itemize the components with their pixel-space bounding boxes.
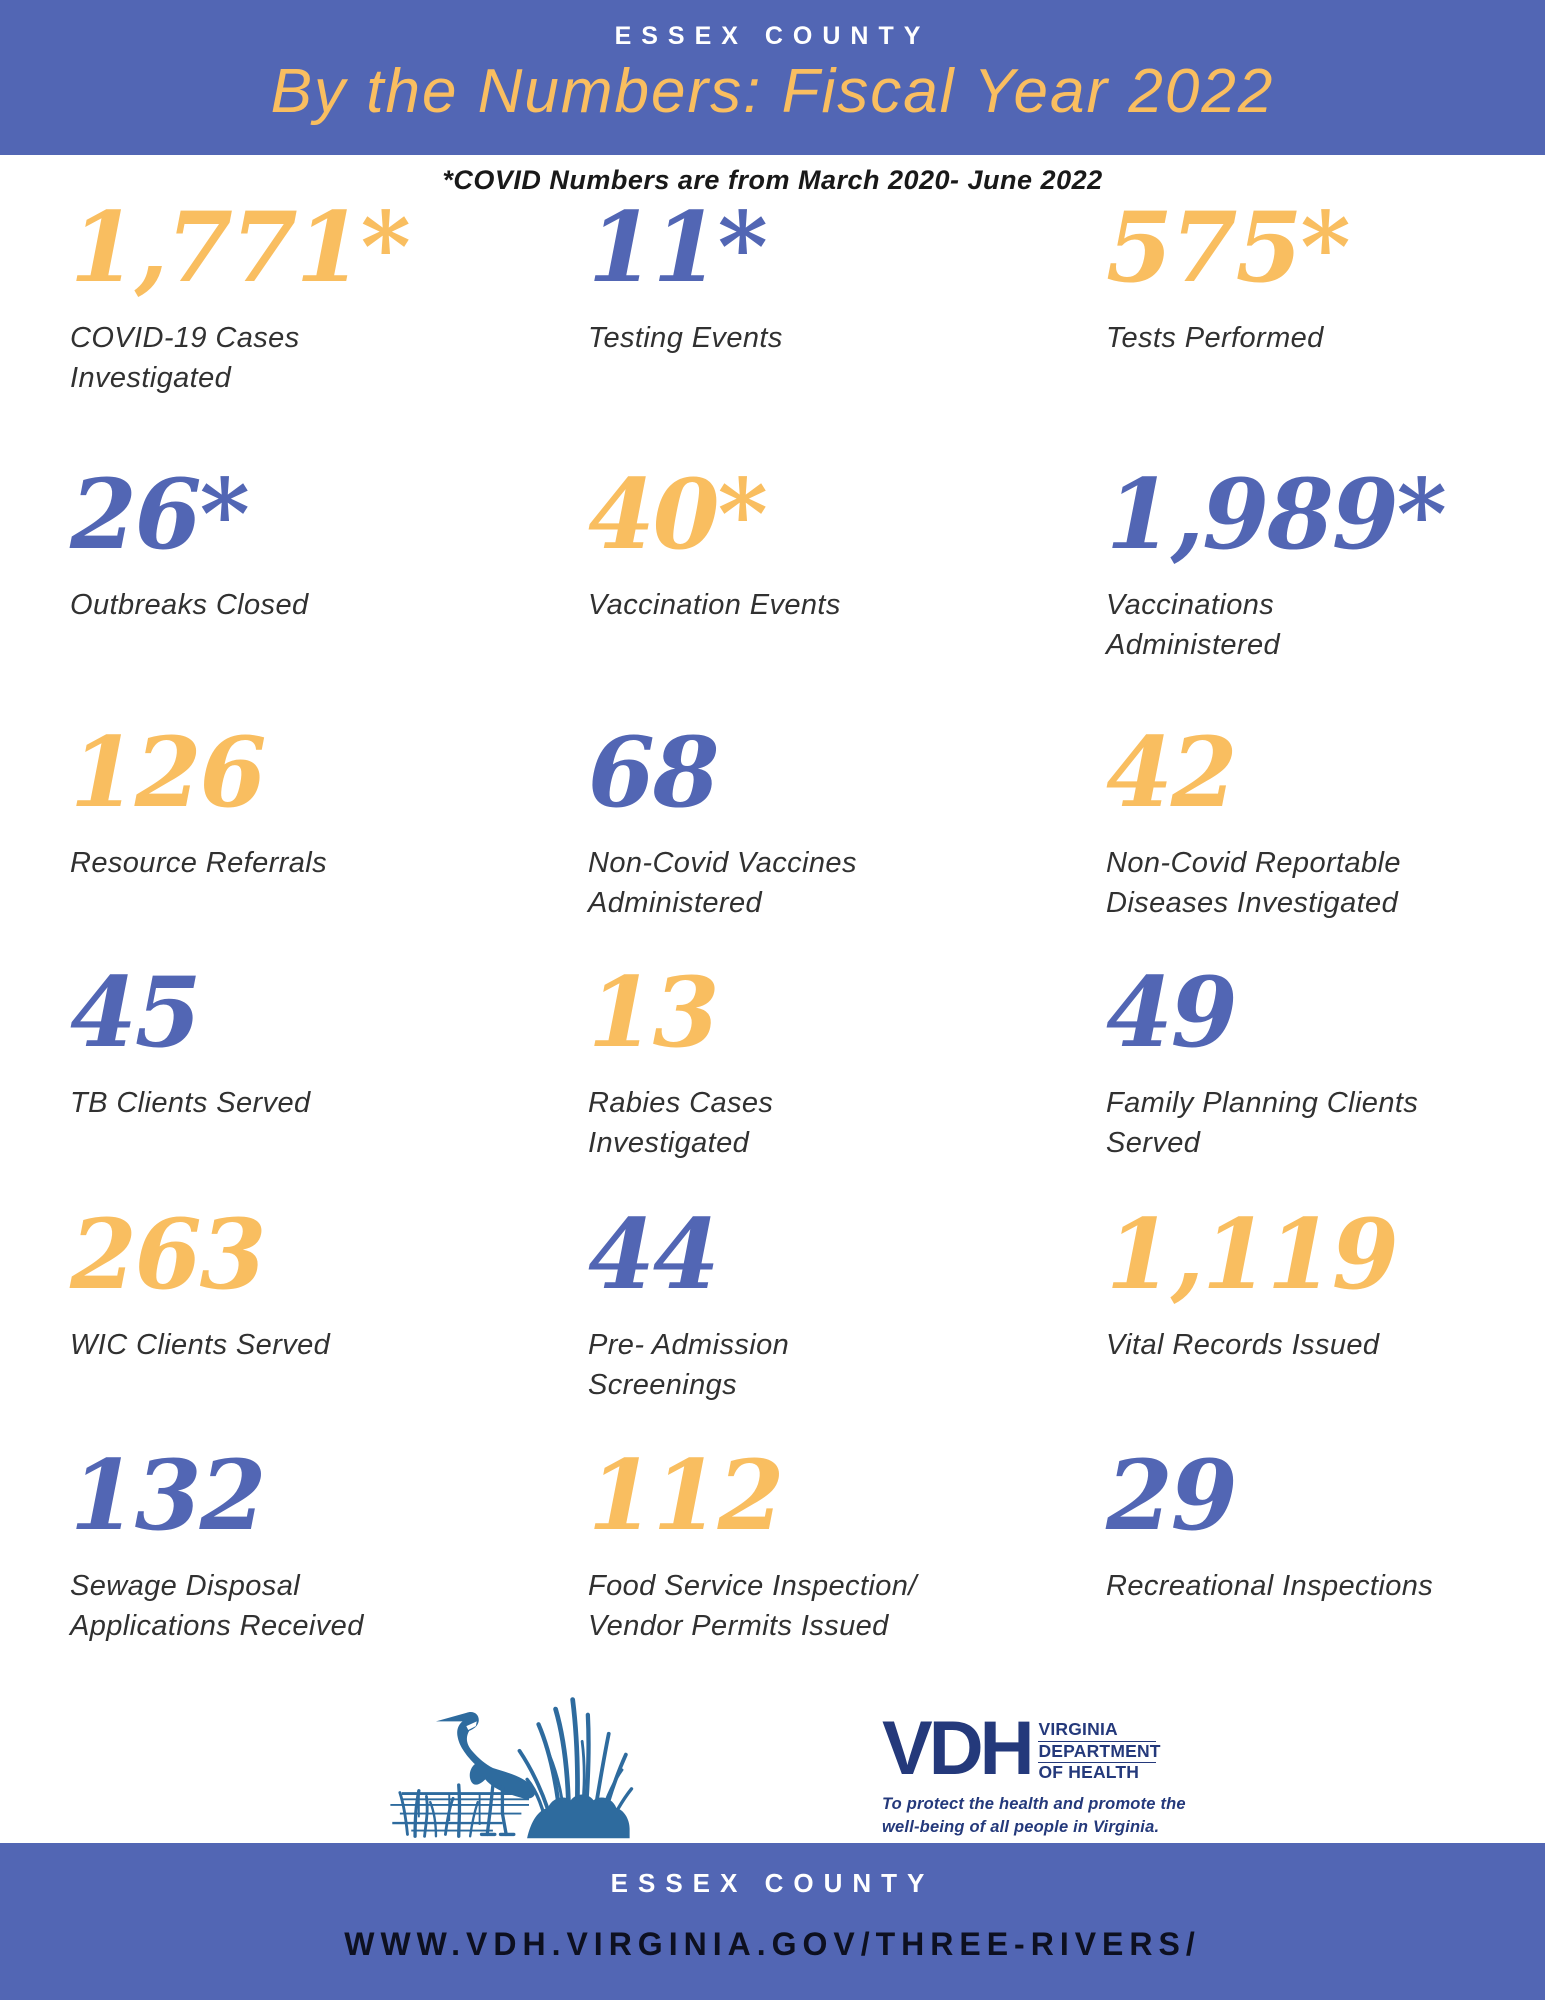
- footer-banner: ESSEX COUNTY WWW.VDH.VIRGINIA.GOV/THREE-…: [0, 1843, 1545, 2000]
- stat-item: 13 Rabies Cases Investigated: [588, 965, 1106, 1207]
- stat-value: 132: [70, 1439, 266, 1552]
- stat-item: 1,989* Vaccinations Administered: [1106, 467, 1545, 725]
- stat-item: 263 WIC Clients Served: [70, 1207, 588, 1448]
- stat-item: 42 Non-Covid Reportable Diseases Investi…: [1106, 725, 1545, 965]
- stat-label: Family Planning Clients Served: [1106, 1087, 1419, 1160]
- stat-item: 45 TB Clients Served: [70, 965, 588, 1207]
- header-banner: ESSEX COUNTY By the Numbers: Fiscal Year…: [0, 0, 1545, 155]
- page-title: By the Numbers: Fiscal Year 2022: [270, 57, 1275, 126]
- stat-label: Outbreaks Closed: [70, 589, 309, 621]
- stat-item: 68 Non-Covid Vaccines Administered: [588, 725, 1106, 965]
- stat-value: 45: [70, 956, 202, 1069]
- stat-label: Vital Records Issued: [1106, 1329, 1380, 1361]
- stat-label: Rabies Cases Investigated: [588, 1087, 774, 1160]
- stat-item: 26* Outbreaks Closed: [70, 467, 588, 725]
- vdh-tagline: To protect the health and promote the we…: [882, 1794, 1186, 1836]
- stat-value: 575*: [1106, 191, 1351, 304]
- stat-value: 68: [588, 716, 720, 829]
- stat-value: 13: [588, 956, 720, 1069]
- stat-label: Testing Events: [588, 322, 783, 354]
- stat-value: 1,989*: [1106, 458, 1447, 571]
- stat-label: Pre- Admission Screenings: [588, 1329, 790, 1402]
- stat-value: 1,119: [1106, 1198, 1399, 1311]
- footer-url[interactable]: WWW.VDH.VIRGINIA.GOV/THREE-RIVERS/: [344, 1926, 1201, 1962]
- stat-value: 26*: [70, 458, 250, 571]
- logo-strip: VDH VIRGINIA DEPARTMENT OF HEALTH To pro…: [0, 1690, 1545, 1843]
- stat-item: 44 Pre- Admission Screenings: [588, 1207, 1106, 1448]
- stat-item: 575* Tests Performed: [1106, 200, 1545, 467]
- stat-label: WIC Clients Served: [70, 1329, 331, 1361]
- stat-label: Tests Performed: [1106, 322, 1324, 354]
- stats-grid: 1,771* COVID-19 Cases Investigated 11* T…: [0, 200, 1545, 1688]
- header-county-label: ESSEX COUNTY: [614, 22, 931, 50]
- stat-value: 11*: [588, 191, 768, 304]
- stat-label: Food Service Inspection/ Vendor Permits …: [588, 1570, 917, 1643]
- stat-item: 112 Food Service Inspection/ Vendor Perm…: [588, 1448, 1106, 1688]
- stat-value: 126: [70, 716, 266, 829]
- vdh-org-name: VIRGINIA DEPARTMENT OF HEALTH: [1038, 1719, 1161, 1784]
- vdh-abbr: VDH: [882, 1706, 1034, 1791]
- stat-item: 29 Recreational Inspections: [1106, 1448, 1545, 1688]
- vdh-org-line: VIRGINIA: [1038, 1719, 1118, 1739]
- stat-label: Resource Referrals: [70, 847, 328, 879]
- stat-item: 132 Sewage Disposal Applications Receive…: [70, 1448, 588, 1688]
- stat-label: Non-Covid Reportable Diseases Investigat…: [1106, 847, 1401, 920]
- covid-note: *COVID Numbers are from March 2020- June…: [442, 165, 1103, 195]
- stat-label: Vaccination Events: [588, 589, 841, 621]
- stat-item: 40* Vaccination Events: [588, 467, 1106, 725]
- stat-value: 44: [588, 1198, 720, 1311]
- stat-item: 11* Testing Events: [588, 200, 1106, 467]
- stat-label: Recreational Inspections: [1106, 1570, 1434, 1602]
- stat-label: TB Clients Served: [70, 1087, 311, 1119]
- stat-value: 1,771*: [70, 191, 411, 304]
- stat-value: 40*: [588, 458, 768, 571]
- stat-item: 1,771* COVID-19 Cases Investigated: [70, 200, 588, 467]
- stat-value: 49: [1106, 956, 1238, 1069]
- stat-value: 29: [1106, 1439, 1238, 1552]
- heron-logo: [390, 1697, 634, 1839]
- stat-item: 49 Family Planning Clients Served: [1106, 965, 1545, 1207]
- stat-value: 263: [70, 1198, 266, 1311]
- stat-label: Vaccinations Administered: [1106, 589, 1281, 662]
- stat-label: Non-Covid Vaccines Administered: [588, 847, 857, 920]
- stat-label: COVID-19 Cases Investigated: [70, 322, 300, 395]
- stat-item: 1,119 Vital Records Issued: [1106, 1207, 1545, 1448]
- vdh-org-line: DEPARTMENT: [1038, 1740, 1161, 1761]
- stat-value: 112: [588, 1439, 784, 1552]
- stat-label: Sewage Disposal Applications Received: [70, 1570, 364, 1643]
- stat-value: 42: [1106, 716, 1238, 829]
- vdh-logo: VDH VIRGINIA DEPARTMENT OF HEALTH To pro…: [882, 1706, 1242, 1839]
- stat-item: 126 Resource Referrals: [70, 725, 588, 965]
- vdh-org-line: OF HEALTH: [1038, 1762, 1157, 1784]
- footer-county-label: ESSEX COUNTY: [610, 1868, 935, 1898]
